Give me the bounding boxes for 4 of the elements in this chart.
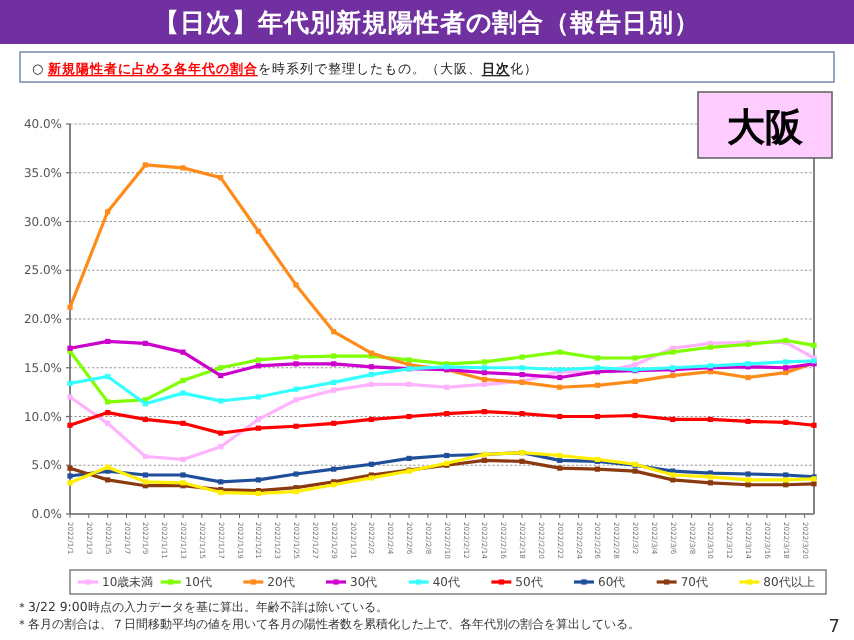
annotation: 大阪 [727,106,805,150]
chart-title: 【日次】年代別新規陽性者の割合（報告日別） [154,7,700,37]
title-bar: 【日次】年代別新規陽性者の割合（報告日別） [0,0,854,44]
text: 7 [828,618,840,638]
